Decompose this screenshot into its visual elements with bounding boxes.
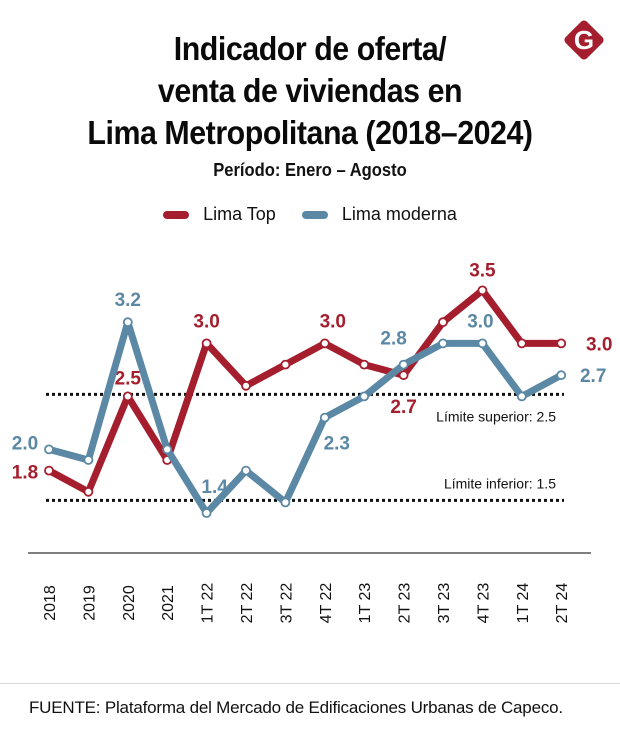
x-tick-label: 2T 23 (397, 583, 414, 624)
data-label-lima-moderna: 2.7 (580, 366, 606, 387)
data-point-lima-top (359, 359, 370, 370)
data-point-lima-top (438, 317, 448, 328)
data-label-lima-top: 3.0 (320, 311, 346, 332)
data-label-lima-moderna: 3.0 (467, 311, 493, 332)
data-point-lima-moderna (83, 455, 94, 465)
data-point-lima-top (280, 359, 291, 370)
g-diamond-logo-icon: G (564, 20, 604, 60)
series-line-lima-moderna (45, 318, 565, 517)
title-line-2: venta de viviendas en (157, 72, 463, 109)
data-point-lima-top (122, 391, 133, 402)
series-line-lima-top (45, 286, 565, 496)
x-tick-label: 2019 (81, 585, 98, 621)
x-tick-label: 1T 24 (515, 583, 532, 624)
logo-letter: G (574, 25, 594, 55)
data-label-lima-moderna: 2.0 (12, 433, 38, 454)
x-tick-label: 2020 (121, 585, 138, 621)
data-point-lima-moderna (44, 444, 54, 455)
data-point-lima-moderna (201, 508, 212, 518)
data-point-lima-moderna (398, 359, 409, 370)
data-point-lima-moderna (280, 497, 291, 508)
line-chart: Límite superior: 2.5 Límite inferior: 1.5… (12, 260, 613, 624)
data-label-lima-top: 3.0 (586, 334, 612, 355)
data-point-lima-top (241, 380, 251, 391)
data-point-lima-moderna (477, 338, 488, 349)
x-tick-label: 1T 22 (200, 583, 217, 624)
x-tick-label: 4T 23 (475, 583, 492, 624)
logo-diamond (564, 20, 604, 60)
chart-legend: Lima Top Lima moderna (0, 204, 620, 225)
x-tick-label: 3T 23 (436, 583, 453, 624)
x-tick-label: 1T 23 (357, 583, 374, 624)
data-label-lima-moderna: 2.3 (324, 434, 350, 455)
source-note: FUENTE: Plataforma del Mercado de Edific… (29, 698, 563, 717)
legend-swatch-lima-top (163, 210, 190, 219)
data-point-lima-moderna (319, 412, 330, 423)
upper-limit-label: Límite superior: 2.5 (436, 408, 556, 424)
chart-subtitle: Período: Enero – Agosto (213, 160, 407, 180)
x-tick-label: 2018 (42, 585, 59, 621)
chart-title: Indicador de oferta/ venta de viviendas … (25, 28, 595, 154)
data-label-lima-moderna: 1.4 (201, 477, 228, 498)
data-point-lima-top (516, 338, 527, 349)
data-point-lima-moderna (516, 391, 527, 402)
data-label-lima-moderna: 2.8 (380, 329, 406, 350)
legend-item-lima-moderna: Lima moderna (301, 204, 457, 225)
data-point-lima-moderna (556, 370, 567, 381)
data-point-lima-moderna (359, 391, 370, 402)
data-point-lima-top (83, 486, 94, 497)
title-line-1: Indicador de oferta/ (173, 30, 447, 67)
x-tick-label: 3T 22 (278, 583, 295, 624)
title-line-3: Lima Metropolitana (2018–2024) (87, 114, 533, 151)
data-point-lima-moderna (162, 444, 173, 455)
legend-label-lima-moderna: Lima moderna (341, 204, 457, 224)
data-point-lima-top (201, 338, 212, 349)
data-label-lima-top: 1.8 (12, 463, 38, 484)
data-point-lima-moderna (241, 465, 251, 476)
legend-swatch-lima-moderna (301, 210, 328, 219)
data-label-lima-top: 2.7 (390, 397, 416, 418)
x-tick-label: 2021 (160, 585, 177, 621)
legend-label-lima-top: Lima Top (203, 204, 276, 224)
x-tick-label: 2T 22 (239, 583, 256, 624)
x-tick-label: 2T 24 (554, 583, 571, 624)
data-point-lima-moderna (122, 317, 133, 328)
data-label-lima-top: 3.5 (469, 260, 496, 281)
data-label-lima-moderna: 3.2 (115, 290, 141, 311)
data-point-lima-top (398, 370, 409, 381)
data-point-lima-top (319, 338, 330, 349)
data-point-lima-moderna (438, 338, 448, 349)
legend-item-lima-top: Lima Top (163, 204, 276, 225)
data-point-lima-top (477, 285, 488, 296)
lower-limit-label: Límite inferior: 1.5 (444, 475, 556, 491)
data-label-lima-top: 3.0 (193, 311, 219, 332)
data-point-lima-top (44, 465, 54, 476)
data-label-lima-top: 2.5 (115, 368, 142, 389)
data-point-lima-top (556, 338, 567, 349)
x-tick-label: 4T 22 (318, 583, 335, 624)
footer-divider (0, 683, 620, 684)
